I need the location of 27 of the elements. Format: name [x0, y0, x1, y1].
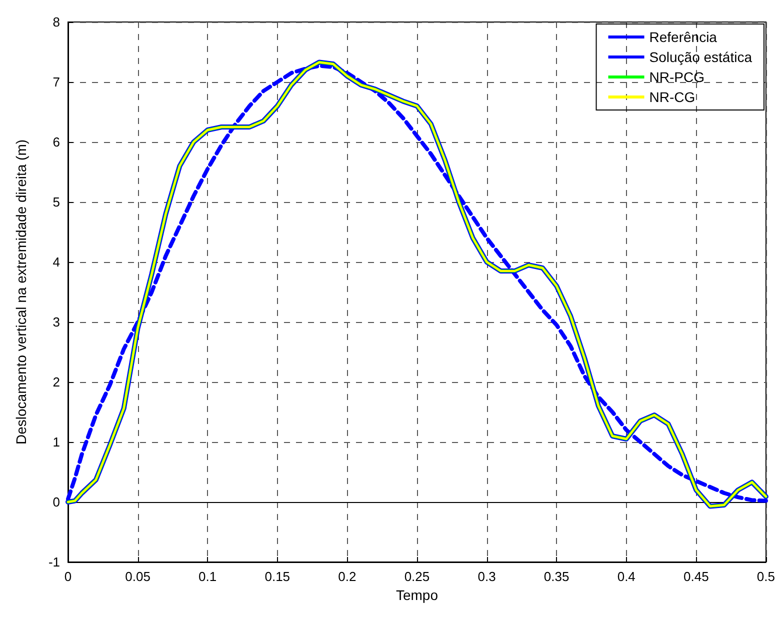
x-tick-label: 0.2 [338, 569, 356, 584]
y-tick-label: -1 [48, 554, 60, 570]
x-tick-label: 0 [64, 569, 72, 584]
y-tick-label: 2 [52, 374, 60, 390]
x-tick-label: 0.45 [684, 569, 709, 584]
x-tick-label: 0.5 [756, 569, 776, 584]
y-tick-label: 7 [52, 74, 60, 90]
x-tick-label: 0.1 [198, 569, 217, 584]
y-tick-label: 3 [52, 314, 60, 330]
legend-label: NR-CG [649, 89, 696, 105]
y-tick-label: 6 [52, 134, 60, 150]
x-axis-title: Tempo [396, 586, 438, 603]
legend-label: Solução estática [649, 49, 752, 65]
legend-label: NR-PCG [649, 69, 705, 85]
y-tick-label: 1 [52, 434, 60, 450]
y-tick-label: 8 [52, 14, 60, 30]
x-tick-label: 0.25 [404, 569, 430, 584]
y-tick-label: 5 [52, 194, 60, 210]
x-tick-label: 0.05 [125, 569, 150, 584]
x-tick-label: 0.4 [617, 569, 636, 584]
x-tick-label: 0.15 [264, 569, 290, 584]
legend-label: Referência [649, 29, 718, 45]
y-tick-label: 0 [52, 494, 60, 510]
x-tick-label: 0.35 [544, 569, 570, 584]
x-tick-label: 0.3 [478, 569, 496, 584]
y-tick-label: 4 [52, 254, 60, 270]
y-axis-title: Deslocamento vertical na extremidade direita (m) [13, 139, 29, 445]
